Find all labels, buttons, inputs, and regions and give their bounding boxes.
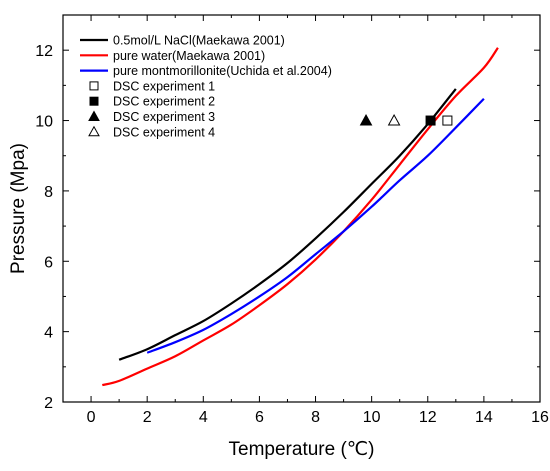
x-axis-label: Temperature (℃) <box>229 439 375 460</box>
plot-frame <box>62 14 541 403</box>
y-tick-label: 2 <box>44 395 53 412</box>
y-tick-label: 6 <box>44 254 53 271</box>
legend-marker-dsc-experiment-3 <box>88 110 100 121</box>
x-tick-label: 4 <box>199 409 208 426</box>
x-tick-label: 14 <box>475 409 493 426</box>
y-tick-label: 8 <box>44 184 53 201</box>
x-tick-label: 10 <box>363 409 381 426</box>
data-point-dsc-experiment-2 <box>425 115 436 126</box>
legend-label: DSC experiment 3 <box>113 110 215 124</box>
legend-label: pure water(Maekawa 2001) <box>113 49 265 63</box>
data-point-dsc-experiment-1 <box>442 115 453 126</box>
data-point-dsc-experiment-4 <box>387 114 401 126</box>
data-point-dsc-experiment-3 <box>359 114 373 126</box>
legend-label: DSC experiment 2 <box>113 95 215 109</box>
y-tick-label: 4 <box>44 325 53 342</box>
series-line-0-5mol-l-nacl-maekawa-2001 <box>118 88 457 361</box>
legend-label: DSC experiment 4 <box>113 125 215 139</box>
x-tick-label: 0 <box>87 409 96 426</box>
series-line-pure-montmorillonite-uchida-et-al-2004 <box>146 97 485 354</box>
x-tick-label: 12 <box>419 409 437 426</box>
x-tick-label: 8 <box>311 409 320 426</box>
y-axis-label: Pressure (Mpa) <box>8 143 29 274</box>
legend-label: DSC experiment 1 <box>113 79 215 93</box>
x-tick-label: 16 <box>531 409 549 426</box>
x-tick-label: 6 <box>255 409 264 426</box>
legend-marker-dsc-experiment-4 <box>88 125 100 137</box>
legend-label: pure montmorillonite(Uchida et al.2004) <box>113 64 332 78</box>
legend-label: 0.5mol/L NaCl(Maekawa 2001) <box>113 34 285 48</box>
y-tick-label: 10 <box>35 114 53 131</box>
x-tick-label: 2 <box>143 409 152 426</box>
legend-marker-dsc-experiment-2 <box>89 96 99 106</box>
series-line-pure-water-maekawa-2001 <box>102 47 499 387</box>
legend-marker-dsc-experiment-1 <box>89 81 99 91</box>
y-tick-label: 12 <box>35 43 53 60</box>
